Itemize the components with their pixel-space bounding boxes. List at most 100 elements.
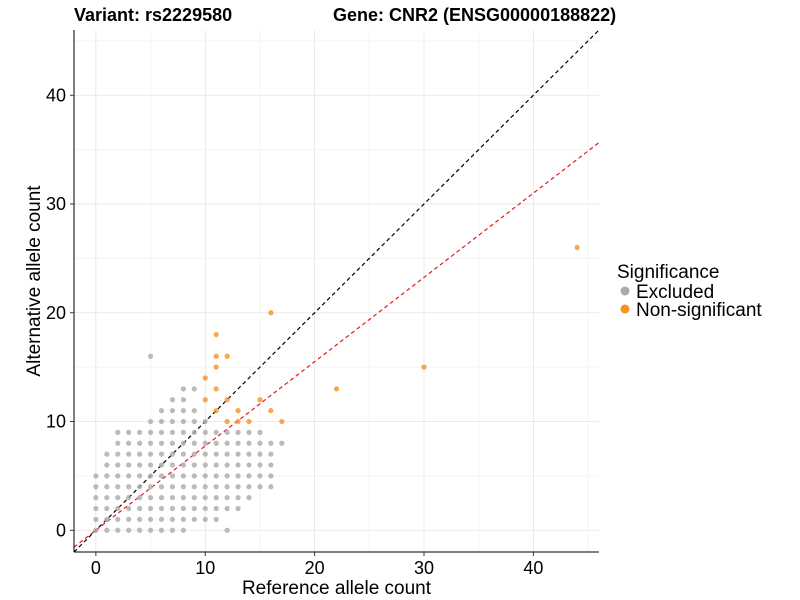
point-excluded xyxy=(224,440,230,446)
point-excluded xyxy=(202,505,208,512)
point-excluded xyxy=(147,473,154,479)
point-excluded xyxy=(115,516,121,522)
point-excluded xyxy=(169,527,176,533)
x-tick-label: 10 xyxy=(195,558,215,578)
point-excluded xyxy=(180,484,186,490)
point-excluded xyxy=(93,484,99,490)
y-axis-title: Alternative allele count xyxy=(24,185,45,377)
point-excluded xyxy=(191,505,197,512)
point-non-significant xyxy=(213,408,219,414)
point-excluded xyxy=(202,462,208,468)
point-excluded xyxy=(147,462,154,468)
point-excluded xyxy=(158,451,165,457)
point-excluded xyxy=(147,505,154,512)
point-excluded xyxy=(213,440,219,446)
point-excluded xyxy=(137,429,143,435)
point-excluded xyxy=(268,473,274,479)
point-excluded xyxy=(104,505,110,512)
point-excluded xyxy=(158,505,165,512)
y-tick-label: 10 xyxy=(46,412,66,432)
point-excluded xyxy=(202,440,208,446)
point-excluded xyxy=(224,484,230,490)
point-non-significant xyxy=(213,364,219,370)
x-tick-label: 20 xyxy=(305,558,325,578)
point-excluded xyxy=(191,484,197,490)
point-excluded xyxy=(93,516,99,522)
point-excluded xyxy=(126,429,132,435)
point-excluded xyxy=(213,505,219,512)
point-non-significant xyxy=(235,418,241,425)
point-excluded xyxy=(169,473,176,479)
x-tick-label: 40 xyxy=(523,558,543,578)
point-non-significant xyxy=(202,397,208,403)
point-excluded xyxy=(191,473,197,479)
point-excluded xyxy=(169,505,176,512)
point-excluded xyxy=(191,429,197,435)
point-excluded xyxy=(246,473,252,479)
point-excluded xyxy=(213,462,219,468)
point-excluded xyxy=(180,473,186,479)
point-excluded xyxy=(257,451,263,457)
point-non-significant xyxy=(202,375,208,381)
point-excluded xyxy=(93,473,99,479)
point-non-significant xyxy=(235,408,241,414)
point-excluded xyxy=(235,505,241,512)
point-excluded xyxy=(213,451,219,457)
point-excluded xyxy=(169,408,176,414)
point-excluded xyxy=(169,429,176,435)
point-excluded xyxy=(158,516,165,522)
point-excluded xyxy=(147,484,154,490)
y-tick-label: 0 xyxy=(56,520,66,540)
point-excluded xyxy=(257,429,263,435)
point-non-significant xyxy=(213,386,219,392)
point-excluded xyxy=(268,451,274,457)
point-excluded xyxy=(126,462,132,468)
point-excluded xyxy=(137,473,143,479)
point-excluded xyxy=(202,516,208,522)
point-non-significant xyxy=(224,353,230,359)
y-tick-label: 20 xyxy=(46,303,66,323)
point-non-significant xyxy=(268,310,274,316)
point-excluded xyxy=(180,516,186,522)
point-excluded xyxy=(147,418,154,425)
point-excluded xyxy=(158,495,165,501)
point-excluded xyxy=(257,484,263,490)
point-excluded xyxy=(191,495,197,501)
point-excluded xyxy=(169,418,176,425)
point-excluded xyxy=(202,473,208,479)
point-excluded xyxy=(104,527,110,533)
reference-line-identity xyxy=(73,29,600,553)
y-tick-label: 40 xyxy=(46,85,66,105)
point-excluded xyxy=(180,386,186,392)
point-excluded xyxy=(126,505,132,512)
point-excluded xyxy=(93,505,99,512)
point-excluded xyxy=(224,473,230,479)
point-non-significant xyxy=(421,364,427,370)
point-excluded xyxy=(126,440,132,446)
point-excluded xyxy=(202,429,208,435)
point-excluded xyxy=(246,440,252,446)
point-excluded xyxy=(147,451,154,457)
point-excluded xyxy=(169,516,176,522)
point-excluded xyxy=(235,484,241,490)
point-excluded xyxy=(158,418,165,425)
point-excluded xyxy=(191,451,197,457)
point-excluded xyxy=(235,462,241,468)
point-excluded xyxy=(191,418,197,425)
point-excluded xyxy=(180,429,186,435)
point-excluded xyxy=(257,440,263,446)
point-excluded xyxy=(93,527,99,533)
point-excluded xyxy=(235,451,241,457)
point-excluded xyxy=(213,473,219,479)
point-excluded xyxy=(137,462,143,468)
point-excluded xyxy=(191,462,197,468)
point-non-significant xyxy=(224,418,230,425)
point-excluded xyxy=(224,462,230,468)
point-excluded xyxy=(147,429,154,435)
point-excluded xyxy=(224,505,230,512)
point-excluded xyxy=(104,495,110,501)
point-excluded xyxy=(180,451,186,457)
point-excluded xyxy=(202,495,208,501)
point-excluded xyxy=(180,440,186,446)
point-excluded xyxy=(137,484,143,490)
